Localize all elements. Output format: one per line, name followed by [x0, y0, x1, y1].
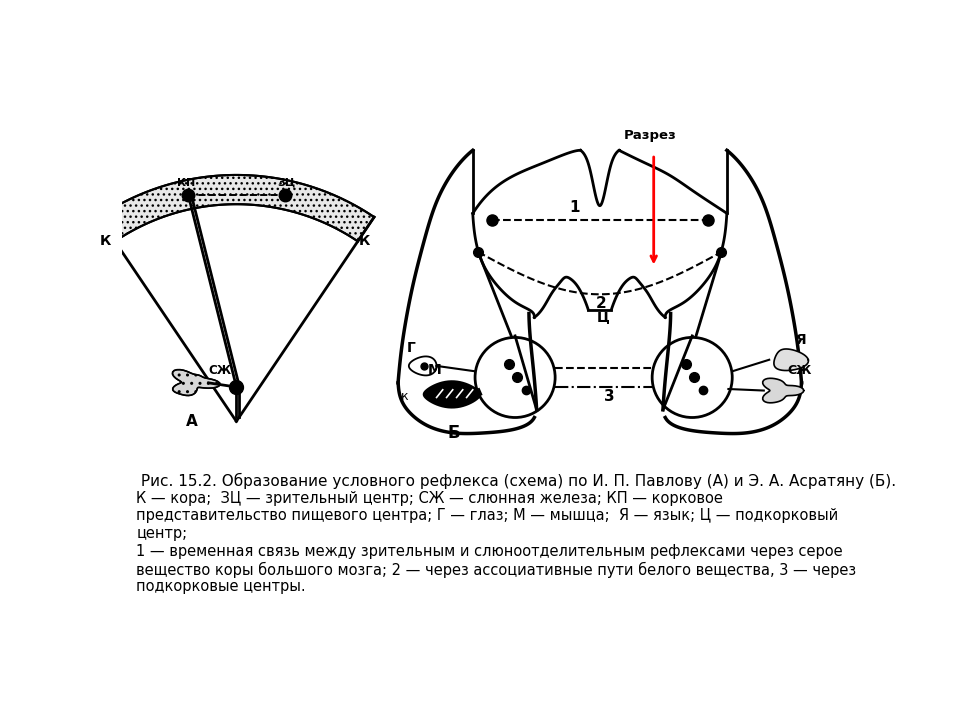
Text: вещество коры большого мозга; 2 — через ассоциативные пути белого вещества, 3 — : вещество коры большого мозга; 2 — через … — [136, 562, 856, 577]
Text: А: А — [186, 414, 198, 428]
Text: 2: 2 — [596, 296, 607, 311]
Polygon shape — [762, 378, 804, 402]
Text: представительство пищевого центра; Г — глаз; М — мышца;  Я — язык; Ц — подкорков: представительство пищевого центра; Г — г… — [136, 508, 838, 523]
Text: Б: Б — [447, 423, 460, 441]
Text: К: К — [100, 234, 111, 248]
Text: 1 — временная связь между зрительным и слюноотделительным рефлексами через серое: 1 — временная связь между зрительным и с… — [136, 544, 843, 559]
Polygon shape — [774, 349, 808, 371]
Text: к: к — [400, 390, 408, 403]
Text: Г: Г — [407, 341, 416, 355]
Text: Я: Я — [796, 333, 806, 348]
Text: К: К — [358, 234, 370, 248]
Text: Ц: Ц — [597, 310, 611, 323]
Polygon shape — [409, 356, 437, 375]
Text: М: М — [428, 364, 442, 377]
Text: КП: КП — [177, 178, 195, 188]
Text: Рис. 15.2. Образование условного рефлекса (схема) по И. П. Павлову (А) и Э. А. А: Рис. 15.2. Образование условного рефлекс… — [136, 473, 897, 489]
Polygon shape — [99, 175, 374, 241]
Text: подкорковые центры.: подкорковые центры. — [136, 579, 306, 594]
Text: СЖ: СЖ — [208, 364, 231, 377]
Polygon shape — [173, 369, 220, 395]
Polygon shape — [422, 380, 481, 408]
Text: ЗЦ: ЗЦ — [277, 178, 295, 188]
Text: центр;: центр; — [136, 526, 187, 541]
Text: СЖ: СЖ — [787, 364, 811, 377]
Text: Разрез: Разрез — [623, 129, 676, 142]
Text: К — кора;  ЗЦ — зрительный центр; СЖ — слюнная железа; КП — корковое: К — кора; ЗЦ — зрительный центр; СЖ — сл… — [136, 490, 723, 505]
Text: 1: 1 — [569, 200, 580, 215]
Text: 3: 3 — [604, 389, 614, 403]
